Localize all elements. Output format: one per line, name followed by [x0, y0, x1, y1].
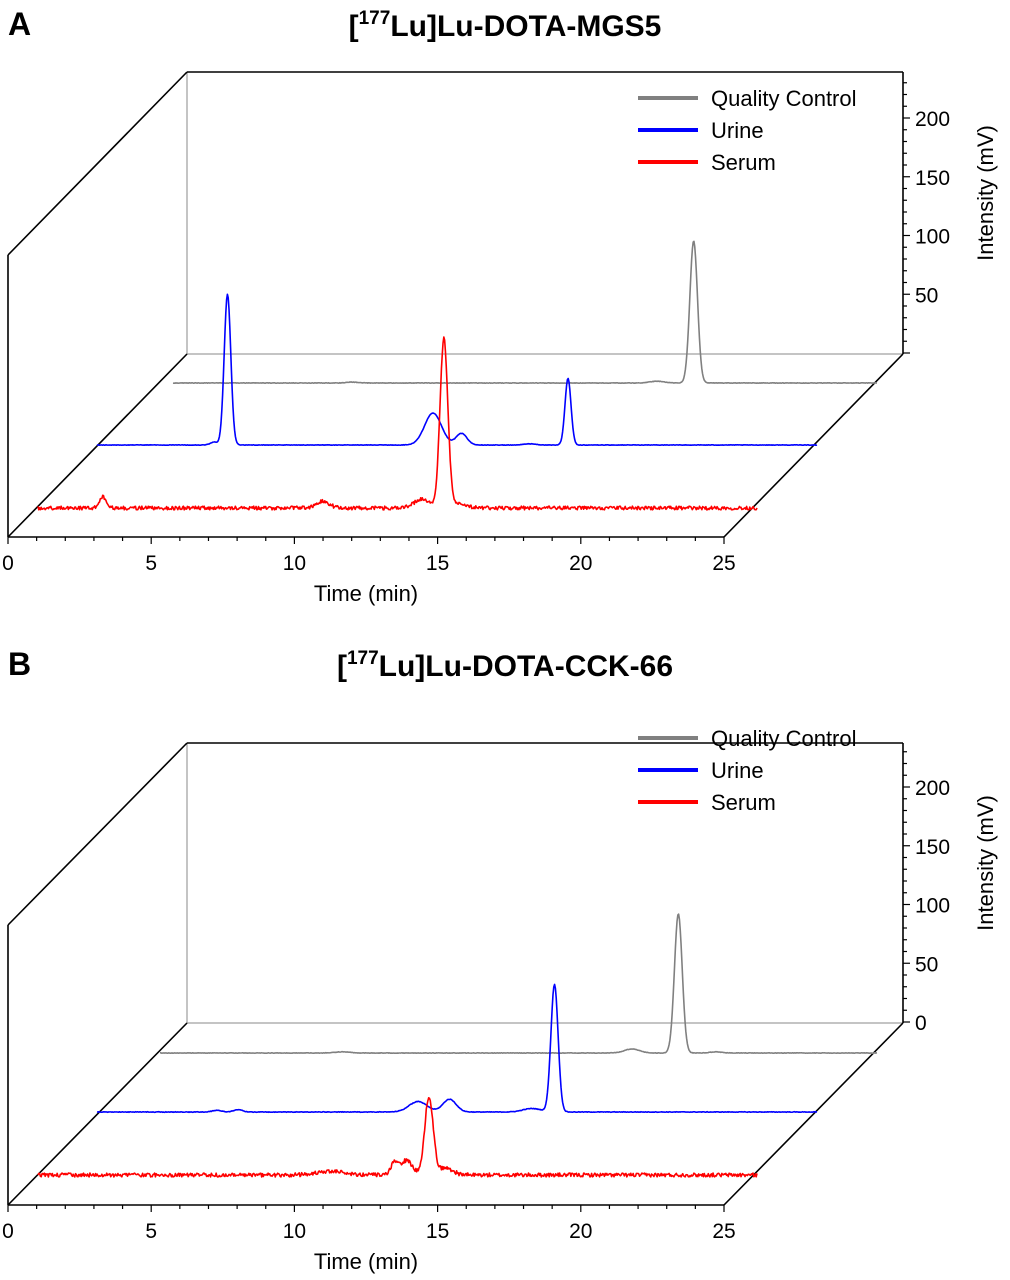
x-tick-label: 15 [426, 552, 449, 575]
y-axis-title: Intensity (mV) [973, 125, 998, 261]
x-tick-label: 0 [2, 552, 14, 575]
chart-title: [177Lu]Lu-DOTA-MGS5 [348, 8, 662, 43]
floor-right-edge [723, 1022, 904, 1206]
legend-label: Serum [711, 150, 776, 175]
panel-label: B [8, 646, 32, 682]
series-line-serum [37, 1096, 758, 1178]
y-tick-label: 200 [915, 777, 950, 800]
floor-left-edge [7, 1022, 188, 1206]
x-tick-label: 5 [145, 552, 157, 575]
x-tick-label: 0 [2, 1220, 14, 1243]
chart-b: 0 5 10 15 20 25 Time (min) 0 50 100 150 200 Intensit… [2, 726, 998, 1274]
panel-b: 0 5 10 15 20 25 Time (min) 0 50 100 150 200 Intensit… [0, 640, 1010, 1280]
y-tick-label: 0 [915, 1012, 927, 1035]
series-line-quality-control [172, 240, 878, 385]
y-tick-label: 50 [915, 284, 938, 307]
top-left-edge [7, 71, 188, 256]
x-tick-label: 10 [283, 1220, 306, 1243]
x-tick-label: 5 [145, 1220, 157, 1243]
series-line-urine [96, 293, 818, 447]
panel-label: A [8, 6, 32, 42]
y-tick-label: 100 [915, 895, 950, 918]
series-line-serum [37, 336, 758, 511]
series-line-quality-control [159, 913, 878, 1055]
legend-label: Quality Control [711, 86, 857, 111]
x-axis-title: Time (min) [314, 581, 418, 606]
y-tick-label: 200 [915, 108, 950, 131]
x-tick-label: 20 [569, 1220, 592, 1243]
x-tick-label: 25 [712, 552, 735, 575]
legend-label: Urine [711, 118, 764, 143]
chart-a: 0 5 10 15 20 25 Time (min) 50 100 150 200 Intensity… [2, 71, 998, 606]
y-tick-label: 50 [915, 953, 938, 976]
x-axis-title: Time (min) [314, 1249, 418, 1274]
legend-label: Urine [711, 758, 764, 783]
legend-label: Serum [711, 790, 776, 815]
legend-label: Quality Control [711, 726, 857, 751]
chart-title: [177Lu]Lu-DOTA-CCK-66 [336, 648, 674, 683]
y-tick-label: 150 [915, 836, 950, 859]
panel-a: 0 5 10 15 20 25 Time (min) 50 100 150 200 Intensity… [2, 6, 998, 606]
y-tick-label: 150 [915, 167, 950, 190]
series-line-urine [96, 983, 818, 1114]
x-tick-label: 20 [569, 552, 592, 575]
x-tick-label: 25 [712, 1220, 735, 1243]
x-tick-label: 15 [426, 1220, 449, 1243]
x-tick-label: 10 [283, 552, 306, 575]
top-left-edge [7, 742, 188, 926]
y-tick-label: 100 [915, 226, 950, 249]
y-axis-title: Intensity (mV) [973, 795, 998, 931]
